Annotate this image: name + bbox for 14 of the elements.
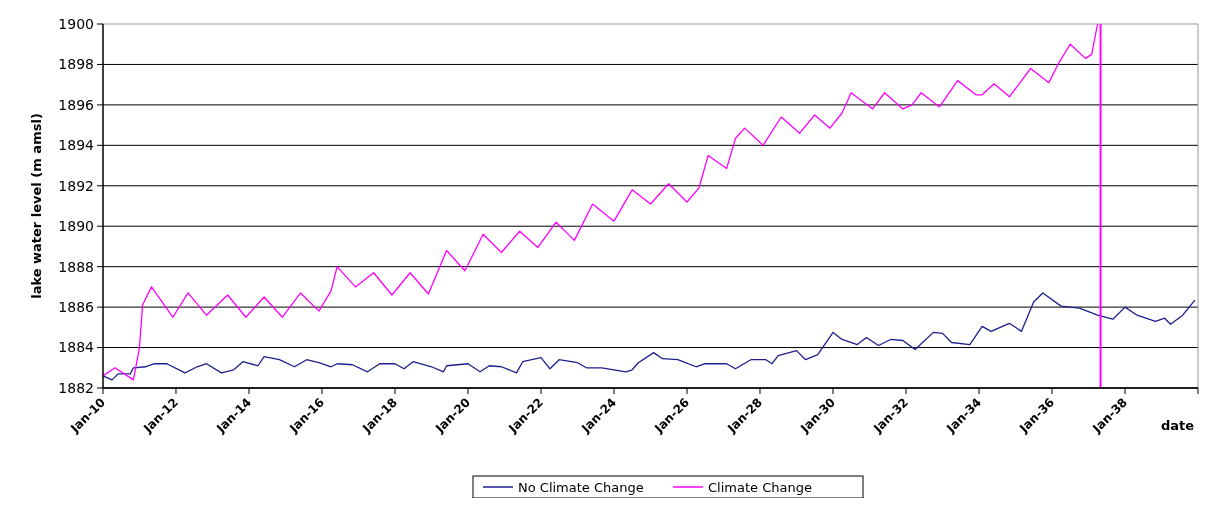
y-axis-title: lake water level (m amsl): [29, 113, 44, 299]
y-tick-label: 1894: [58, 137, 95, 154]
y-tick-label: 1892: [58, 177, 94, 194]
y-tick-label: 1884: [58, 339, 95, 356]
legend-label: No Climate Change: [518, 479, 644, 495]
y-tick-label: 1898: [58, 56, 94, 73]
legend-label: Climate Change: [708, 479, 812, 495]
y-tick-label: 1896: [58, 96, 95, 113]
y-tick-label: 1882: [58, 379, 94, 396]
x-axis-title: date: [1160, 418, 1195, 433]
y-tick-label: 1900: [58, 15, 94, 32]
y-tick-label: 1890: [58, 218, 94, 235]
y-tick-label: 1888: [58, 258, 94, 275]
y-tick-label: 1886: [58, 299, 95, 316]
